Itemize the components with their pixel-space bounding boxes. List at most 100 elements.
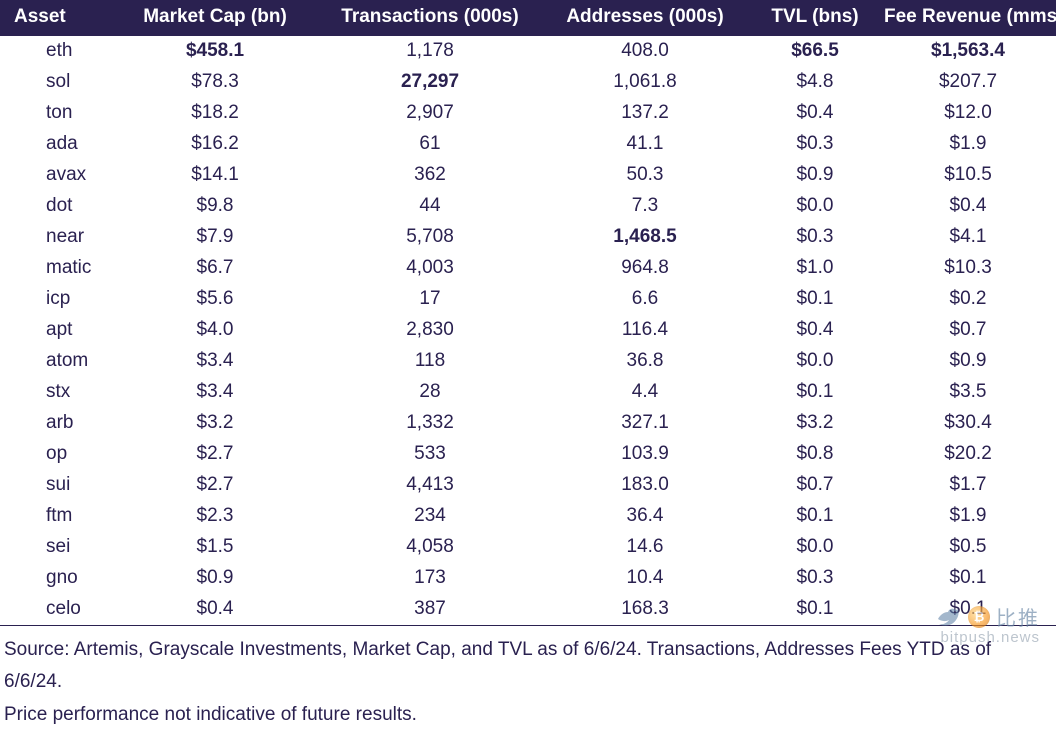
- col-header-tvl: TVL (bns): [750, 0, 880, 36]
- cell-fee: $0.7: [880, 315, 1056, 346]
- table-row: apt$4.02,830116.4$0.4$0.7: [0, 315, 1056, 346]
- cell-fee: $207.7: [880, 67, 1056, 98]
- cell-asset: ada: [0, 129, 110, 160]
- cell-mcap: $2.7: [110, 470, 320, 501]
- cell-asset: op: [0, 439, 110, 470]
- cell-tx: 173: [320, 563, 540, 594]
- cell-mcap: $3.4: [110, 377, 320, 408]
- cell-asset: ton: [0, 98, 110, 129]
- cell-tvl: $3.2: [750, 408, 880, 439]
- table-row: sei$1.54,05814.6$0.0$0.5: [0, 532, 1056, 563]
- cell-tvl: $0.1: [750, 594, 880, 626]
- cell-fee: $0.5: [880, 532, 1056, 563]
- cell-mcap: $1.5: [110, 532, 320, 563]
- cell-addr: 6.6: [540, 284, 750, 315]
- cell-addr: 14.6: [540, 532, 750, 563]
- cell-tvl: $0.0: [750, 532, 880, 563]
- cell-asset: gno: [0, 563, 110, 594]
- cell-fee: $12.0: [880, 98, 1056, 129]
- cell-fee: $10.5: [880, 160, 1056, 191]
- table-row: sol$78.327,2971,061.8$4.8$207.7: [0, 67, 1056, 98]
- cell-tx: 2,907: [320, 98, 540, 129]
- col-header-fee: Fee Revenue (mms): [880, 0, 1056, 36]
- cell-addr: 10.4: [540, 563, 750, 594]
- table-row: dot$9.8447.3$0.0$0.4: [0, 191, 1056, 222]
- cell-tvl: $66.5: [750, 36, 880, 67]
- cell-fee: $1,563.4: [880, 36, 1056, 67]
- source-line-2: Price performance not indicative of futu…: [4, 699, 1052, 731]
- cell-tx: 387: [320, 594, 540, 626]
- cell-addr: 168.3: [540, 594, 750, 626]
- cell-tvl: $0.0: [750, 346, 880, 377]
- cell-asset: near: [0, 222, 110, 253]
- cell-tx: 533: [320, 439, 540, 470]
- cell-asset: apt: [0, 315, 110, 346]
- cell-addr: 116.4: [540, 315, 750, 346]
- table-row: matic$6.74,003964.8$1.0$10.3: [0, 253, 1056, 284]
- cell-fee: $1.9: [880, 501, 1056, 532]
- cell-addr: 183.0: [540, 470, 750, 501]
- cell-tvl: $1.0: [750, 253, 880, 284]
- cell-mcap: $2.3: [110, 501, 320, 532]
- cell-mcap: $16.2: [110, 129, 320, 160]
- cell-tx: 27,297: [320, 67, 540, 98]
- cell-mcap: $18.2: [110, 98, 320, 129]
- cell-mcap: $7.9: [110, 222, 320, 253]
- table-row: ada$16.26141.1$0.3$1.9: [0, 129, 1056, 160]
- crypto-metrics-table: Asset Market Cap (bn) Transactions (000s…: [0, 0, 1056, 626]
- cell-tx: 61: [320, 129, 540, 160]
- cell-asset: sui: [0, 470, 110, 501]
- cell-fee: $0.9: [880, 346, 1056, 377]
- cell-mcap: $6.7: [110, 253, 320, 284]
- cell-mcap: $78.3: [110, 67, 320, 98]
- cell-addr: 36.8: [540, 346, 750, 377]
- table-row: eth$458.11,178408.0$66.5$1,563.4: [0, 36, 1056, 67]
- cell-mcap: $5.6: [110, 284, 320, 315]
- cell-addr: 327.1: [540, 408, 750, 439]
- cell-asset: sei: [0, 532, 110, 563]
- source-line-1: Source: Artemis, Grayscale Investments, …: [4, 634, 1052, 699]
- cell-fee: $0.4: [880, 191, 1056, 222]
- table-row: icp$5.6176.6$0.1$0.2: [0, 284, 1056, 315]
- cell-asset: matic: [0, 253, 110, 284]
- table-row: near$7.95,7081,468.5$0.3$4.1: [0, 222, 1056, 253]
- cell-tvl: $0.9: [750, 160, 880, 191]
- col-header-asset: Asset: [0, 0, 110, 36]
- table-body: eth$458.11,178408.0$66.5$1,563.4sol$78.3…: [0, 36, 1056, 626]
- cell-tx: 362: [320, 160, 540, 191]
- source-note: Source: Artemis, Grayscale Investments, …: [0, 626, 1056, 733]
- cell-addr: 137.2: [540, 98, 750, 129]
- cell-addr: 50.3: [540, 160, 750, 191]
- cell-mcap: $0.9: [110, 563, 320, 594]
- cell-tx: 4,003: [320, 253, 540, 284]
- table-row: gno$0.917310.4$0.3$0.1: [0, 563, 1056, 594]
- cell-mcap: $0.4: [110, 594, 320, 626]
- cell-asset: sol: [0, 67, 110, 98]
- cell-tvl: $4.8: [750, 67, 880, 98]
- table-row: celo$0.4387168.3$0.1$0.1: [0, 594, 1056, 626]
- cell-addr: 103.9: [540, 439, 750, 470]
- cell-asset: eth: [0, 36, 110, 67]
- table-header-row: Asset Market Cap (bn) Transactions (000s…: [0, 0, 1056, 36]
- cell-asset: avax: [0, 160, 110, 191]
- cell-fee: $3.5: [880, 377, 1056, 408]
- cell-fee: $10.3: [880, 253, 1056, 284]
- cell-tvl: $0.0: [750, 191, 880, 222]
- cell-tx: 2,830: [320, 315, 540, 346]
- cell-mcap: $3.2: [110, 408, 320, 439]
- col-header-mcap: Market Cap (bn): [110, 0, 320, 36]
- cell-tvl: $0.7: [750, 470, 880, 501]
- cell-tx: 44: [320, 191, 540, 222]
- table-row: atom$3.411836.8$0.0$0.9: [0, 346, 1056, 377]
- cell-asset: ftm: [0, 501, 110, 532]
- cell-tvl: $0.3: [750, 129, 880, 160]
- cell-mcap: $2.7: [110, 439, 320, 470]
- cell-fee: $0.1: [880, 563, 1056, 594]
- cell-fee: $4.1: [880, 222, 1056, 253]
- cell-fee: $20.2: [880, 439, 1056, 470]
- cell-mcap: $458.1: [110, 36, 320, 67]
- cell-tx: 234: [320, 501, 540, 532]
- cell-tx: 5,708: [320, 222, 540, 253]
- col-header-addr: Addresses (000s): [540, 0, 750, 36]
- table-row: arb$3.21,332327.1$3.2$30.4: [0, 408, 1056, 439]
